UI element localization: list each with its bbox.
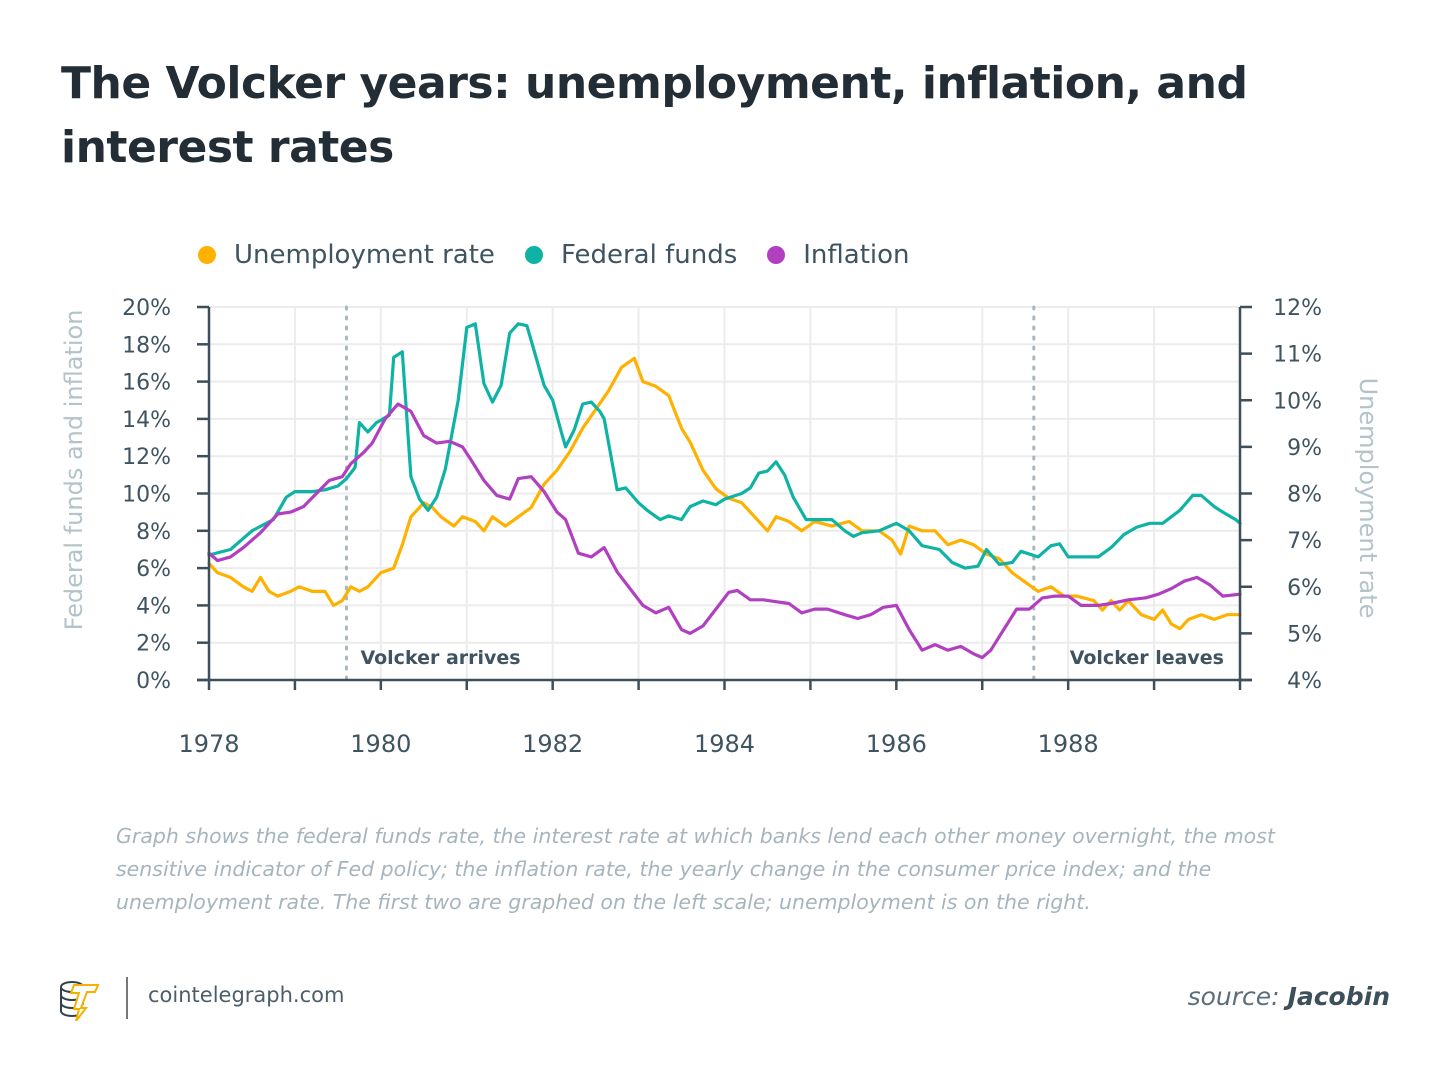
left-axis-tick-label: 0%: [136, 669, 171, 694]
left-axis-tick-label: 6%: [136, 557, 171, 582]
volcker-annotation-label: Volcker arrives: [360, 647, 520, 669]
legend-label-unemployment: Unemployment rate: [234, 240, 495, 270]
right-axis-tick-label: 7%: [1287, 529, 1322, 554]
chart-caption: Graph shows the federal funds rate, the …: [116, 824, 1275, 914]
right-axis-tick-label: 4%: [1287, 669, 1322, 694]
x-axis-tick-label: 1988: [1038, 730, 1099, 758]
series-line-inflation: [207, 402, 1242, 660]
right-axis-tick-label: 9%: [1287, 436, 1322, 461]
left-axis-tick-label: 20%: [122, 296, 171, 321]
series-line-unemployment-rate: [207, 356, 1242, 631]
left-axis-tick-label: 12%: [122, 445, 171, 470]
legend-item-unemployment: Unemployment rate: [198, 240, 495, 270]
line-chart: Volcker arrives Volcker leaves 0% 2% 4% 6% 8%…: [60, 296, 1382, 758]
right-axis-tick-label: 8%: [1287, 483, 1322, 508]
footer-domain-link[interactable]: cointelegraph.com: [148, 983, 345, 1007]
cointelegraph-logo-icon: [60, 981, 100, 1021]
legend-label-federal-funds: Federal funds: [560, 240, 738, 270]
legend: Unemployment rate Federal funds Inflatio…: [198, 240, 940, 270]
right-axis-tick-label: 11%: [1273, 343, 1322, 368]
x-axis-tick-label: 1986: [866, 730, 927, 758]
right-axis-tick-label: 10%: [1273, 389, 1322, 414]
left-axis-tick-label: 16%: [122, 371, 171, 396]
source-prefix: source:: [1187, 982, 1280, 1011]
right-axis-tick-label: 6%: [1287, 576, 1322, 601]
volcker-annotation-label: Volcker leaves: [1070, 647, 1224, 669]
series-line-federal-funds: [207, 322, 1242, 570]
legend-marker-federal-funds: [524, 246, 543, 264]
chart-title: The Volcker years: unemployment, inflati…: [61, 58, 1248, 173]
x-axis-tick-label: 1982: [522, 730, 583, 758]
right-axis-tick-label: 12%: [1273, 296, 1322, 321]
left-axis-tick-label: 18%: [122, 333, 171, 358]
source-name: Jacobin: [1287, 982, 1390, 1011]
left-axis-tick-label: 4%: [136, 594, 171, 619]
left-axis-tick-label: 8%: [136, 520, 171, 545]
left-axis-title: Federal funds and inflation: [60, 310, 88, 631]
legend-marker-inflation: [767, 246, 786, 264]
volcker-markers: Volcker arrives Volcker leaves: [344, 305, 1224, 682]
x-axis-tick-label: 1978: [178, 730, 239, 758]
source-credit: source: Jacobin: [1188, 982, 1390, 1011]
x-axis-tick-label: 1984: [694, 730, 755, 758]
right-axis-tick-label: 5%: [1287, 622, 1322, 647]
legend-item-federal-funds: Federal funds: [524, 240, 738, 270]
series-lines: [207, 322, 1242, 660]
footer-divider: [126, 977, 128, 1019]
legend-label-inflation: Inflation: [803, 240, 910, 270]
legend-marker-unemployment: [198, 246, 216, 264]
x-axis-tick-label: 1980: [350, 730, 411, 758]
left-axis-tick-label: 2%: [136, 632, 171, 657]
legend-item-inflation: Inflation: [767, 240, 910, 270]
right-axis-title: Unemployment rate: [1354, 378, 1382, 619]
axes: 0% 2% 4% 6% 8% 10% 12% 14% 16% 18% 20% 1978 1980 1982…: [122, 296, 1322, 758]
left-axis-tick-label: 14%: [122, 408, 171, 433]
left-axis-tick-label: 10%: [122, 483, 171, 508]
